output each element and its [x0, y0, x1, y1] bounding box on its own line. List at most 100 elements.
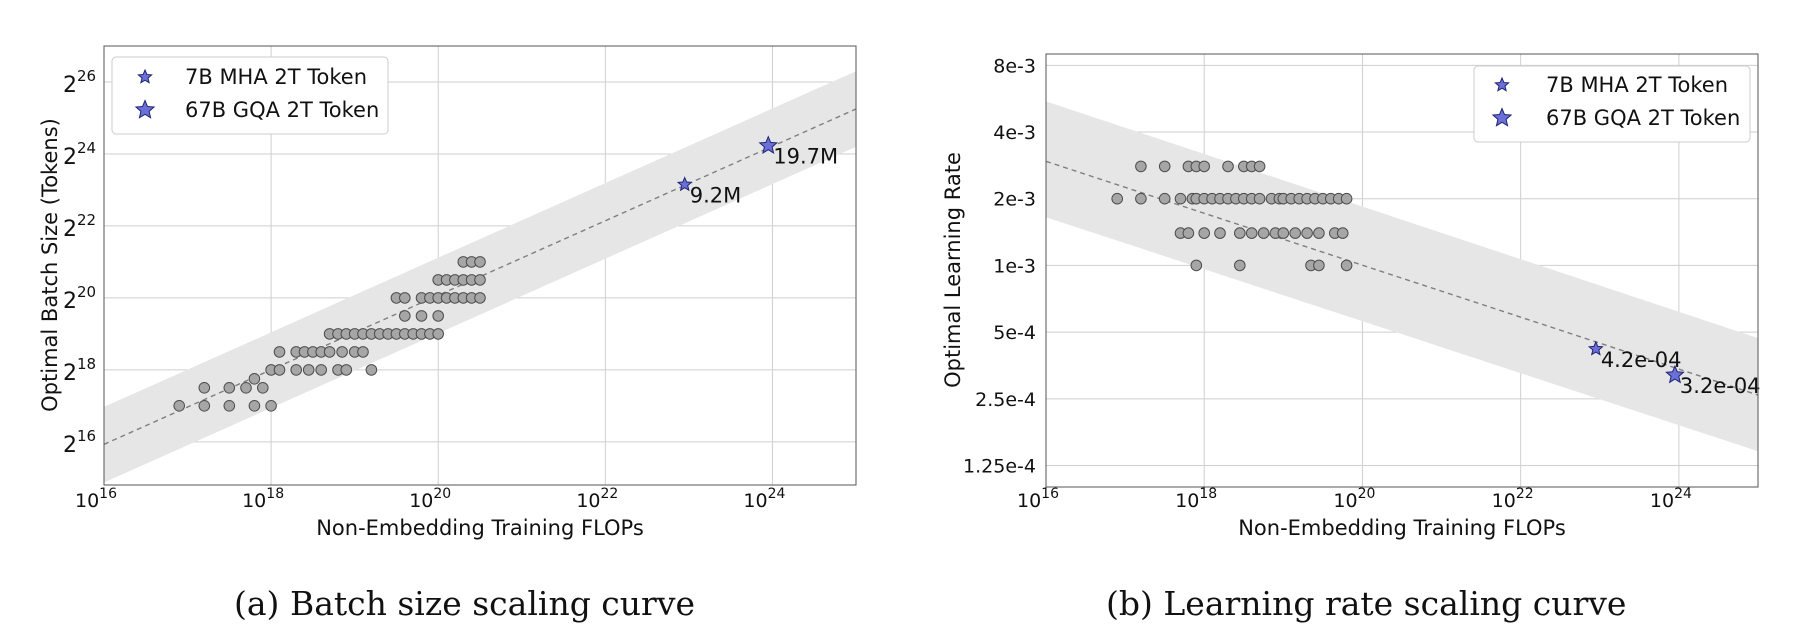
stars-b: 4.2e-043.2e-04 [1587, 340, 1761, 398]
data-point-b-45 [1313, 259, 1325, 272]
x-tick-a-4: 1024 [743, 486, 785, 512]
caption-a: (a) Batch size scaling curve [234, 584, 695, 623]
plot-frame-b [1045, 53, 1759, 488]
data-point-b-30 [1253, 192, 1266, 205]
data-point-a-61 [474, 274, 486, 286]
data-point-a-5 [240, 382, 252, 394]
data-point-b-28 [1245, 227, 1258, 239]
data-point-b-15 [1190, 259, 1203, 272]
y-tick-b-3: 1e-3 [993, 255, 1036, 277]
data-point-a-1 [198, 400, 211, 412]
data-point-a-12 [273, 346, 286, 358]
legend-star-large-a [134, 99, 156, 119]
plot-frame-a [103, 45, 857, 486]
x-tick-b-2: 1020 [1333, 486, 1375, 512]
y-tick-b-0: 8e-3 [993, 55, 1036, 77]
data-point-a-24 [336, 346, 348, 358]
x-ticks-a: 1016 1018 1020 1022 1024 [75, 486, 786, 512]
data-point-a-62 [474, 256, 486, 268]
y-tick-a-5: 226 [63, 67, 96, 98]
chart-learning-rate: 4.2e-043.2e-04 1016 1018 1020 1022 1024 8e-3… [941, 53, 1761, 540]
data-point-a-47 [432, 310, 445, 322]
data-point-b-0 [1111, 192, 1123, 205]
y-tick-a-3: 222 [63, 211, 96, 242]
data-point-a-29 [357, 346, 369, 358]
data-point-b-13 [1198, 227, 1210, 239]
data-point-b-52 [1340, 259, 1353, 272]
y-tick-b-5: 2.5e-4 [975, 389, 1036, 411]
y-tick-a-4: 224 [63, 139, 96, 170]
star-point-b-0 [1587, 340, 1604, 356]
x-tick-a-0: 1016 [75, 486, 117, 512]
data-point-a-3 [223, 400, 236, 412]
data-point-b-12 [1198, 160, 1210, 173]
data-point-b-19 [1222, 160, 1234, 173]
data-point-b-29 [1253, 160, 1266, 173]
data-point-a-38 [399, 310, 411, 322]
caption-b-text: Learning rate scaling curve [1163, 584, 1627, 623]
star-label-a-1: 19.7M [773, 145, 838, 169]
data-point-a-19 [315, 364, 328, 376]
legend-label-b-1: 67B GQA 2T Token [1546, 106, 1740, 130]
data-point-b-25 [1234, 259, 1246, 272]
data-point-a-20 [323, 346, 336, 358]
data-point-b-36 [1277, 227, 1290, 239]
legend-box-b [1473, 65, 1751, 143]
data-point-a-0 [173, 400, 185, 412]
y-ticks-a: 216 218 220 222 224 226 [63, 67, 96, 458]
data-point-b-22 [1234, 227, 1246, 239]
y-tick-a-0: 216 [63, 427, 96, 458]
legend-star-small-b [1494, 76, 1510, 92]
data-point-b-51 [1340, 192, 1353, 205]
data-point-a-13 [290, 364, 303, 376]
y-tick-b-4: 5e-4 [993, 322, 1036, 344]
x-axis-title-a: Non-Embedding Training FLOPs [316, 516, 644, 540]
x-axis-title-b: Non-Embedding Training FLOPs [1238, 516, 1566, 540]
y-axis-title-b: Optimal Learning Rate [941, 152, 965, 388]
x-tick-a-1: 1018 [242, 486, 284, 512]
data-point-b-18 [1214, 227, 1226, 239]
data-point-a-32 [365, 364, 378, 376]
data-point-a-6 [248, 400, 261, 412]
data-point-a-11 [273, 364, 286, 376]
data-point-a-7 [248, 373, 261, 385]
star-point-b-1 [1665, 364, 1685, 384]
star-label-a-0: 9.2M [690, 184, 742, 208]
caption-a-label: (a) [234, 584, 280, 623]
legend-label-a-1: 67B GQA 2T Token [185, 98, 379, 122]
data-point-a-60 [474, 292, 486, 304]
x-ticks-b: 1016 1018 1020 1022 1024 [1017, 486, 1692, 512]
y-tick-b-6: 1.25e-4 [963, 456, 1036, 478]
y-tick-b-2: 2e-3 [993, 189, 1036, 211]
data-point-b-50 [1336, 227, 1349, 239]
stars-a: 9.2M 19.7M [676, 135, 838, 208]
confidence-band-b [1046, 101, 1758, 452]
y-tick-a-2: 220 [63, 283, 96, 314]
data-point-b-4 [1158, 192, 1171, 205]
data-point-b-8 [1182, 227, 1195, 239]
data-point-a-9 [265, 400, 277, 412]
data-point-b-41 [1301, 227, 1313, 239]
legend-star-large-b [1491, 107, 1513, 127]
x-tick-b-0: 1016 [1017, 486, 1059, 512]
x-tick-a-2: 1020 [409, 486, 451, 512]
y-axis-title-a: Optimal Batch Size (Tokens) [38, 118, 62, 412]
legend-a: 7B MHA 2T Token 67B GQA 2T Token [111, 56, 389, 135]
data-point-b-44 [1313, 227, 1325, 239]
points-a [173, 256, 486, 412]
star-point-a-0 [676, 176, 693, 192]
x-tick-a-3: 1022 [576, 486, 618, 512]
caption-b: (b) Learning rate scaling curve [1106, 584, 1626, 623]
data-point-b-3 [1158, 160, 1171, 173]
data-point-b-5 [1174, 192, 1187, 205]
caption-a-text: Batch size scaling curve [289, 584, 695, 623]
data-point-a-26 [340, 364, 353, 376]
data-point-b-38 [1289, 227, 1301, 239]
data-point-a-8 [257, 382, 269, 394]
y-tick-b-1: 4e-3 [993, 122, 1036, 144]
data-point-a-4 [223, 382, 236, 394]
caption-b-label: (b) [1106, 584, 1153, 623]
data-point-b-1 [1135, 192, 1147, 205]
x-tick-b-4: 1024 [1650, 486, 1692, 512]
legend-box-a [111, 56, 389, 135]
